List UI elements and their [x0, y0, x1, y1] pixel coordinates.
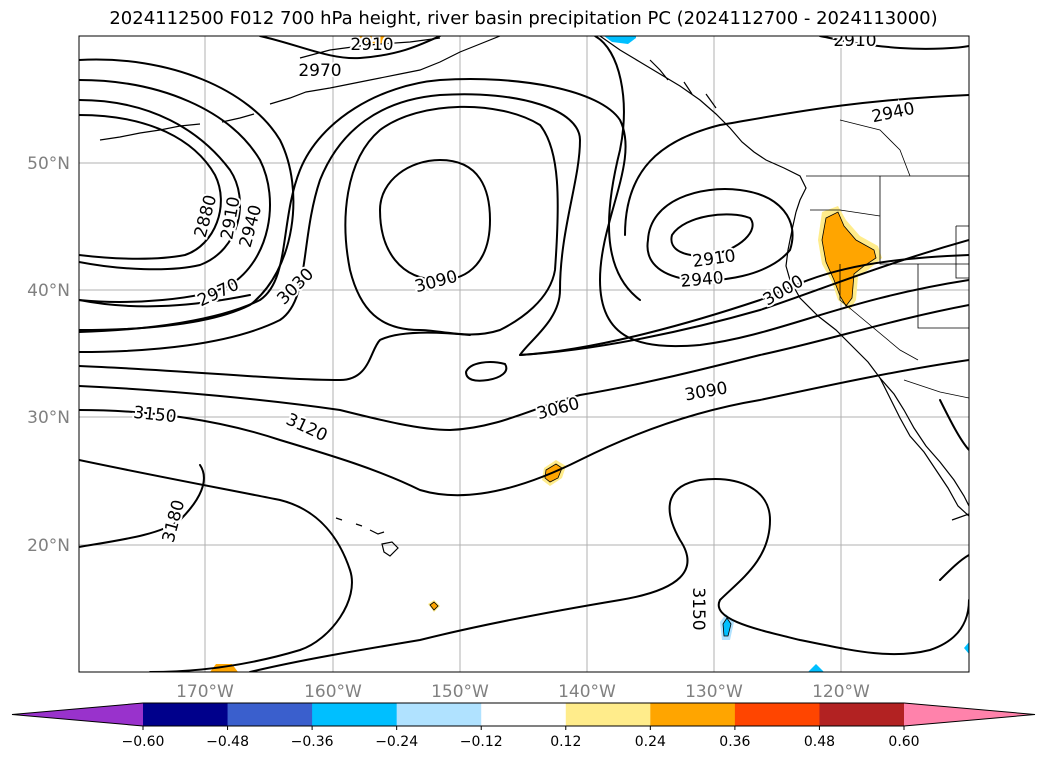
colorbar-segment	[565, 703, 651, 726]
contour-label: 3150	[688, 587, 708, 630]
colorbar-tick-label: −0.12	[460, 734, 503, 750]
map-frame	[78, 35, 970, 673]
colorbar-segment	[227, 703, 313, 726]
colorbar-tick-label: 0.36	[719, 734, 750, 750]
lat-label: 20°N	[27, 536, 70, 556]
colorbar-extension-min	[12, 703, 143, 726]
lon-label: 140°W	[558, 682, 616, 702]
colorbar-tick-label: −0.36	[291, 734, 334, 750]
colorbar-tick-label: −0.24	[375, 734, 418, 750]
contour-label: 2970	[298, 61, 341, 81]
contour-label: 2910	[833, 31, 876, 51]
colorbar-tick-label: −0.60	[122, 734, 165, 750]
height-contours	[79, 36, 969, 672]
lat-label: 30°N	[27, 408, 70, 428]
map-title: 2024112500 F012 700 hPa height, river ba…	[109, 8, 938, 29]
lon-label: 160°W	[304, 682, 362, 702]
lat-label: 50°N	[27, 154, 70, 174]
lon-label: 170°W	[176, 682, 234, 702]
longitude-labels: 170°W 160°W 150°W 140°W 130°W 120°W	[176, 682, 870, 702]
colorbar-tick-label: 0.60	[888, 734, 919, 750]
colorbar-segment	[396, 703, 482, 726]
colorbar-tick-label: −0.48	[206, 734, 249, 750]
colorbar-tick-label: 0.12	[550, 734, 581, 750]
colorbar-segment	[312, 703, 398, 726]
colorbar: −0.60 −0.48 −0.36 −0.24 −0.12 0.12 0.24 0.36 0.4…	[11, 702, 1036, 750]
colorbar-tick-label: 0.24	[635, 734, 666, 750]
colorbar-segment	[819, 703, 905, 726]
contour-label: 2940	[680, 268, 725, 292]
contour-label: 2910	[350, 35, 393, 55]
colorbar-segment	[481, 703, 567, 726]
colorbar-segment	[143, 703, 229, 726]
coastlines	[99, 36, 969, 557]
graticule	[79, 36, 969, 672]
colorbar-segment	[650, 703, 736, 726]
lat-label: 40°N	[27, 281, 70, 301]
lon-label: 150°W	[431, 682, 489, 702]
colorbar-tick-label: 0.48	[804, 734, 835, 750]
precip-outlines	[429, 211, 877, 637]
latitude-labels: 50°N 40°N 30°N 20°N	[27, 154, 70, 556]
colorbar-extension-max	[904, 703, 1035, 726]
lon-label: 120°W	[812, 682, 870, 702]
lon-label: 130°W	[685, 682, 743, 702]
colorbar-segment	[734, 703, 820, 726]
